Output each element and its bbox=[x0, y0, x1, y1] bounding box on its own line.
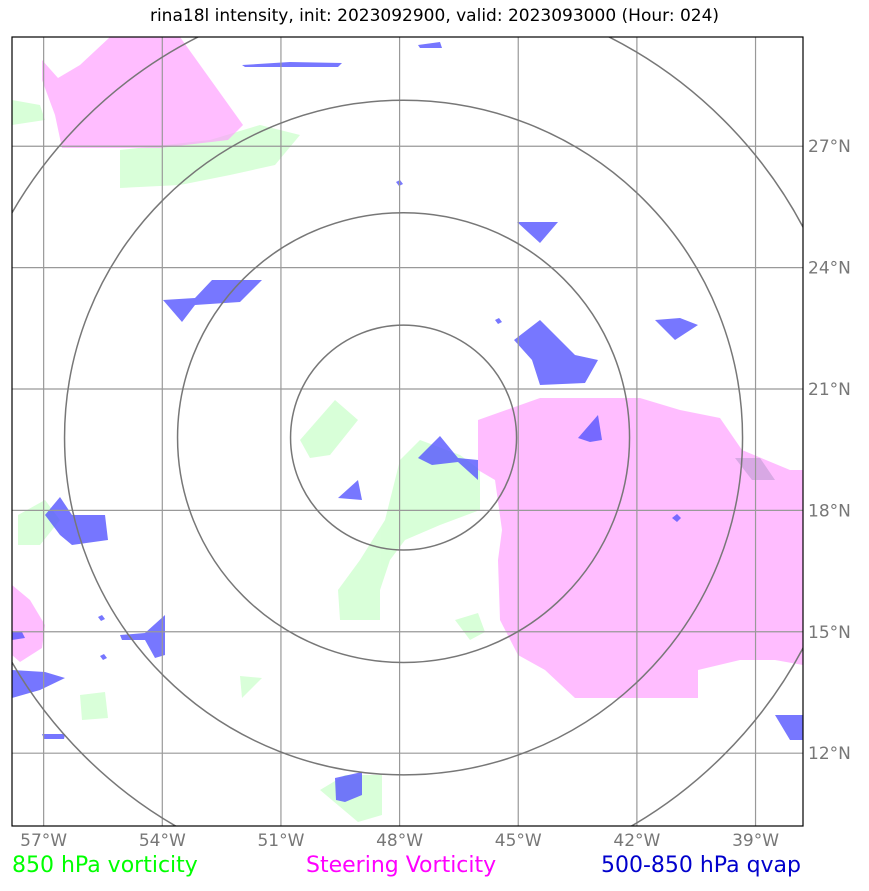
x-tick-label: 48°W bbox=[376, 831, 423, 851]
steering-region bbox=[42, 37, 243, 148]
qvap-region bbox=[338, 480, 362, 500]
y-tick-label: 21°N bbox=[808, 380, 851, 400]
qvap-region bbox=[163, 280, 262, 322]
vorticity-850-regions bbox=[12, 100, 485, 822]
x-tick-label: 51°W bbox=[257, 831, 304, 851]
qvap-region bbox=[335, 772, 362, 802]
y-tick-label: 27°N bbox=[808, 137, 851, 157]
y-tick-label: 18°N bbox=[808, 501, 851, 521]
qvap-region bbox=[418, 42, 442, 48]
qvap-region bbox=[578, 415, 602, 442]
x-tick-label: 39°W bbox=[732, 831, 779, 851]
qvap-region bbox=[672, 514, 681, 522]
qvap-region bbox=[517, 222, 558, 243]
x-tick-labels: 57°W 54°W 51°W 48°W 45°W 42°W 39°W bbox=[20, 831, 779, 851]
map-title: rina18l intensity, init: 2023092900, val… bbox=[149, 6, 720, 26]
qvap-region bbox=[242, 62, 342, 67]
distance-ring bbox=[289, 324, 518, 551]
vorticity-region bbox=[80, 692, 108, 720]
vorticity-region bbox=[300, 400, 358, 458]
lat-lon-grid bbox=[12, 37, 803, 826]
vorticity-region bbox=[240, 676, 262, 698]
qvap-region bbox=[120, 615, 165, 658]
map-frame bbox=[11, 36, 804, 827]
x-tick-label: 42°W bbox=[613, 831, 660, 851]
qvap-region bbox=[100, 654, 107, 660]
distance-ring bbox=[176, 211, 631, 664]
qvap-region bbox=[775, 715, 803, 740]
qvap-region bbox=[12, 670, 65, 698]
steering-region bbox=[478, 398, 803, 698]
qvap-region bbox=[12, 632, 25, 640]
vorticity-region bbox=[455, 613, 485, 640]
x-tick-label: 54°W bbox=[139, 831, 186, 851]
y-tick-labels: 27°N 24°N 21°N 18°N 15°N 12°N bbox=[808, 137, 851, 764]
qvap-region bbox=[514, 320, 598, 385]
qvap-region bbox=[98, 615, 105, 621]
y-tick-label: 12°N bbox=[808, 744, 851, 764]
legend-steering-vorticity: Steering Vorticity bbox=[306, 853, 497, 878]
steering-region bbox=[12, 585, 45, 662]
qvap-region bbox=[655, 318, 698, 340]
x-tick-label: 57°W bbox=[20, 831, 67, 851]
y-tick-label: 24°N bbox=[808, 259, 851, 279]
qvap-region bbox=[42, 734, 65, 739]
qvap-regions bbox=[12, 42, 803, 802]
qvap-region bbox=[495, 318, 502, 324]
vorticity-region bbox=[120, 125, 300, 188]
distance-ring bbox=[63, 99, 744, 776]
qvap-region bbox=[418, 436, 478, 480]
vorticity-region bbox=[12, 100, 45, 125]
steering-vorticity-regions bbox=[12, 37, 803, 698]
x-tick-label: 45°W bbox=[495, 831, 542, 851]
qvap-region bbox=[45, 497, 108, 545]
legend-850-vorticity: 850 hPa vorticity bbox=[12, 853, 198, 878]
legend-qvap: 500-850 hPa qvap bbox=[600, 853, 801, 878]
vorticity-region bbox=[338, 440, 480, 620]
y-tick-label: 15°N bbox=[808, 623, 851, 643]
